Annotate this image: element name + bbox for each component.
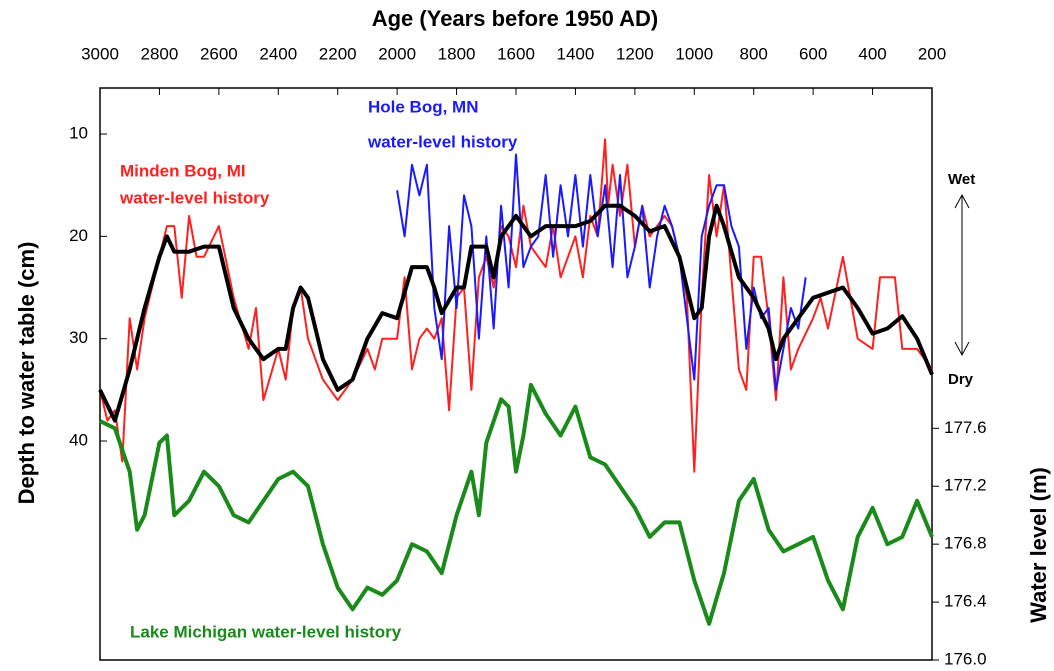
y-tick-label: 10 (69, 124, 88, 143)
x-tick-label: 1400 (557, 44, 595, 63)
x-tick-label: 1800 (438, 44, 476, 63)
y2-tick-label: 177.6 (944, 418, 987, 437)
annotation: water-level history (119, 188, 270, 207)
x-tick-label: 600 (799, 44, 827, 63)
x-tick-label: 3000 (81, 44, 119, 63)
x-tick-label: 200 (918, 44, 946, 63)
y-axis-title: Depth to water table (cm) (14, 242, 39, 505)
x-tick-label: 2200 (319, 44, 357, 63)
arrow-head (954, 341, 970, 357)
annotation: Lake Michigan water-level history (130, 622, 402, 641)
series-line (99, 382, 934, 626)
arrow-head (954, 193, 970, 209)
annotation: water-level history (367, 132, 518, 151)
y2-axis-title: Water level (m) (1026, 467, 1051, 623)
y2-tick-label: 177.2 (944, 476, 987, 495)
y2-tick-label: 176.4 (944, 592, 987, 611)
x-tick-label: 1200 (616, 44, 654, 63)
y2-tick-label: 176.0 (944, 649, 987, 668)
x-tick-label: 2600 (200, 44, 238, 63)
x-tick-label: 800 (740, 44, 768, 63)
annotation: Minden Bog, MI (120, 161, 246, 180)
y-tick-label: 30 (69, 328, 88, 347)
x-tick-label: 2800 (141, 44, 179, 63)
annotation: Wet (948, 171, 975, 188)
annotation: Hole Bog, MN (368, 97, 479, 116)
series-line (396, 153, 807, 391)
x-tick-label: 2000 (378, 44, 416, 63)
y2-tick-label: 176.8 (944, 534, 987, 553)
x-axis-title: Age (Years before 1950 AD) (372, 6, 659, 31)
series-line (98, 203, 934, 423)
y-tick-label: 20 (69, 226, 88, 245)
x-tick-label: 400 (858, 44, 886, 63)
x-tick-label: 1000 (675, 44, 713, 63)
x-tick-label: 1600 (497, 44, 535, 63)
x-tick-label: 2400 (259, 44, 297, 63)
annotation: Dry (948, 371, 974, 388)
y-tick-label: 40 (69, 431, 88, 450)
